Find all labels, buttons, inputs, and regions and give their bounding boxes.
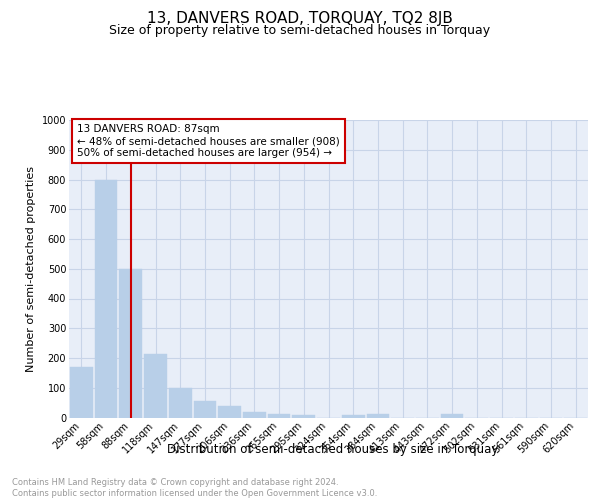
Bar [367,414,389,418]
Bar [218,406,241,417]
Bar [441,414,463,418]
Bar [243,412,266,418]
Text: 13 DANVERS ROAD: 87sqm
← 48% of semi-detached houses are smaller (908)
50% of se: 13 DANVERS ROAD: 87sqm ← 48% of semi-det… [77,124,340,158]
Text: Distribution of semi-detached houses by size in Torquay: Distribution of semi-detached houses by … [167,442,499,456]
Bar [169,388,191,418]
Bar [119,269,142,418]
Bar [292,415,315,418]
Bar [342,414,365,418]
Text: 13, DANVERS ROAD, TORQUAY, TQ2 8JB: 13, DANVERS ROAD, TORQUAY, TQ2 8JB [147,11,453,26]
Text: Contains HM Land Registry data © Crown copyright and database right 2024.
Contai: Contains HM Land Registry data © Crown c… [12,478,377,498]
Bar [144,354,167,418]
Text: Size of property relative to semi-detached houses in Torquay: Size of property relative to semi-detach… [109,24,491,37]
Bar [268,414,290,418]
Y-axis label: Number of semi-detached properties: Number of semi-detached properties [26,166,36,372]
Bar [95,180,118,418]
Bar [70,367,93,418]
Bar [194,401,216,417]
